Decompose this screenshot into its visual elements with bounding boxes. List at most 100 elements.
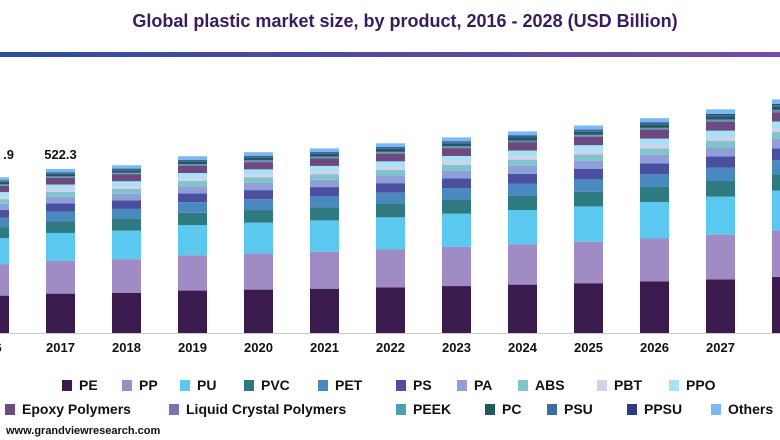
bar-segment-ppsu-2022 [376, 147, 405, 149]
legend-label: PS [413, 377, 432, 393]
bar-segment-others-2027 [706, 109, 735, 114]
bar-segment-epoxy-polymers-2021 [310, 158, 339, 166]
bar-segment-ppo-2025 [574, 145, 603, 152]
bar-segment-pu-2028 [772, 190, 780, 231]
bar-segment-pet-2020 [244, 199, 273, 211]
bar-segment-pet-2017 [46, 211, 75, 222]
bar-segment-pbt-2019 [178, 178, 207, 181]
bar-segment-ps-2027 [706, 156, 735, 168]
bar-segment-pu-2025 [574, 206, 603, 242]
bar-segment-pbt-2017 [46, 189, 75, 192]
bar-segment-liquid-crystal-polymers-2016 [0, 185, 9, 186]
bar-segment-epoxy-polymers-2020 [244, 162, 273, 170]
x-tick-label: 2026 [640, 340, 669, 355]
bar-segment-psu-2026 [640, 123, 669, 125]
bar-segment-liquid-crystal-polymers-2018 [112, 173, 141, 175]
bar-segment-pbt-2024 [508, 156, 537, 160]
legend-swatch [318, 379, 328, 391]
bar-segment-pe-2019 [178, 290, 207, 333]
bar-segment-pc-2017 [46, 173, 75, 177]
bar-segment-ps-2021 [310, 187, 339, 197]
bar-segment-peek-2023 [442, 146, 471, 148]
legend-label: PPSU [644, 401, 683, 417]
x-tick-label: 2021 [310, 340, 339, 355]
bar-segment-pet-2027 [706, 167, 735, 181]
x-tick-label: 2018 [112, 340, 141, 355]
bar-segment-ppo-2027 [706, 130, 735, 138]
bar-segment-pbt-2028 [772, 128, 780, 133]
bar-segment-pc-2021 [310, 153, 339, 157]
bar-segment-abs-2019 [178, 180, 207, 187]
bar-segment-pa-2025 [574, 160, 603, 169]
bar-segment-pe-2023 [442, 286, 471, 333]
legend-label: PBT [614, 377, 642, 393]
bar-segment-pbt-2022 [376, 167, 405, 170]
legend-swatch [457, 379, 467, 391]
bar-segment-abs-2024 [508, 159, 537, 166]
bar-segment-pp-2018 [112, 259, 141, 293]
bar-segment-ps-2016 [0, 209, 9, 218]
bar-segment-pe-2024 [508, 284, 537, 333]
legend-item-pu: PU [180, 377, 216, 393]
bar-segment-ppsu-2025 [574, 129, 603, 131]
bar-segment-others-2028 [772, 99, 780, 105]
bar-segment-ppsu-2028 [772, 104, 780, 106]
bar-segment-pe-2028 [772, 276, 780, 333]
bar-segment-ps-2018 [112, 200, 141, 209]
bar-segment-peek-2018 [112, 172, 141, 174]
legend-label: PPO [686, 377, 716, 393]
bar-segment-pc-2028 [772, 106, 780, 110]
bar-segment-liquid-crystal-polymers-2026 [640, 128, 669, 131]
bar-segment-pbt-2016 [0, 196, 9, 200]
data-label: 522.3 [44, 147, 77, 162]
bar-segment-epoxy-polymers-2017 [46, 177, 75, 185]
bar-segment-abs-2026 [640, 148, 669, 155]
legend-label: Liquid Crystal Polymers [186, 401, 347, 417]
bar-segment-epoxy-polymers-2028 [772, 112, 780, 122]
bar-segment-pbt-2021 [310, 171, 339, 175]
legend-label: PA [474, 377, 493, 393]
bar-segment-peek-2027 [706, 119, 735, 121]
legend-item-ps: PS [396, 377, 432, 393]
bar-segment-psu-2017 [46, 173, 75, 174]
bar-segment-pa-2024 [508, 165, 537, 174]
bar-segment-pe-2018 [112, 292, 141, 333]
bar-segment-liquid-crystal-polymers-2024 [508, 141, 537, 143]
legend-swatch [396, 379, 406, 391]
bar-segment-ppsu-2017 [46, 172, 75, 174]
legend-item-psu: PSU [547, 401, 593, 417]
bar-segment-epoxy-polymers-2022 [376, 153, 405, 162]
bar-segment-pc-2016 [0, 181, 9, 185]
x-tick-label: 16 [0, 340, 2, 355]
bar-segment-psu-2019 [178, 160, 207, 162]
legend-swatch [597, 379, 607, 391]
bar-segment-pvc-2018 [112, 218, 141, 231]
bar-segment-pvc-2017 [46, 221, 75, 233]
bar-segment-ps-2022 [376, 183, 405, 193]
bar-segment-ppsu-2021 [310, 152, 339, 154]
bar-segment-pvc-2027 [706, 180, 735, 197]
bar-segment-liquid-crystal-polymers-2027 [706, 120, 735, 122]
bar-segment-pu-2022 [376, 217, 405, 250]
bar-segment-abs-2016 [0, 199, 9, 204]
bar-segment-others-2025 [574, 125, 603, 130]
chart-title: Global plastic market size, by product, … [132, 11, 678, 31]
bar-segment-pp-2025 [574, 241, 603, 284]
bar-segment-ps-2025 [574, 169, 603, 180]
bar-segment-ps-2024 [508, 173, 537, 184]
bar-segment-pbt-2025 [574, 151, 603, 155]
bar-segment-others-2024 [508, 131, 537, 136]
bar-segment-pet-2028 [772, 160, 780, 175]
bar-segment-peek-2017 [46, 176, 75, 178]
legend-item-epoxy-polymers: Epoxy Polymers [5, 401, 131, 417]
bar-segment-pvc-2019 [178, 212, 207, 226]
legend-item-ppo: PPO [669, 377, 716, 393]
bar-segment-pa-2026 [640, 154, 669, 164]
bar-segment-psu-2022 [376, 148, 405, 149]
bar-segment-pet-2016 [0, 217, 9, 228]
bar-segment-pet-2025 [574, 179, 603, 192]
bar-segment-ppo-2028 [772, 121, 780, 129]
legend-swatch [669, 379, 679, 391]
bar-segment-others-2026 [640, 118, 669, 123]
legend-label: PE [79, 377, 98, 393]
